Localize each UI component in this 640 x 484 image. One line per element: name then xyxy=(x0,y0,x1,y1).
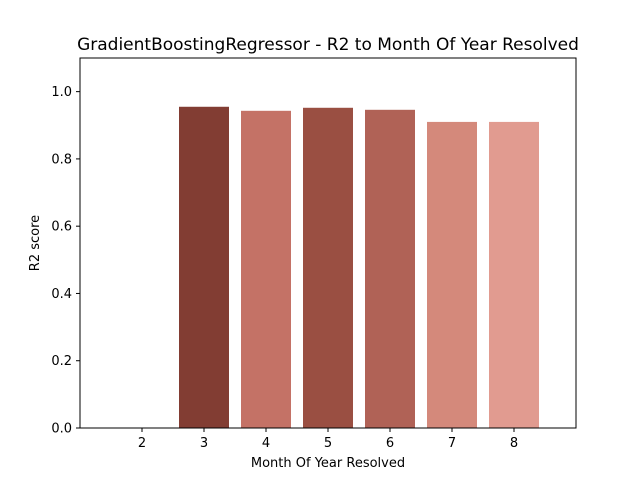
bar-month-5 xyxy=(303,107,353,429)
bar-month-4 xyxy=(241,110,291,429)
x-tick-label: 3 xyxy=(200,436,208,451)
bar-month-3 xyxy=(179,106,229,428)
x-tick-label: 4 xyxy=(262,436,270,451)
x-axis-label: Month Of Year Resolved xyxy=(251,456,405,471)
x-tick-label: 8 xyxy=(510,436,518,451)
x-tick-label: 5 xyxy=(324,436,332,451)
y-tick-label: 0.6 xyxy=(51,220,72,235)
y-tick-label: 0.4 xyxy=(51,287,72,302)
plot-area-frame xyxy=(79,57,577,429)
bar-month-7 xyxy=(427,121,477,428)
y-tick-label: 1.0 xyxy=(51,85,72,100)
chart-title: GradientBoostingRegressor - R2 to Month … xyxy=(77,35,579,55)
y-tick-label: 0.0 xyxy=(51,422,72,437)
x-tick-label: 6 xyxy=(386,436,394,451)
bar-month-8 xyxy=(489,121,539,428)
bars-layer xyxy=(179,106,539,429)
bar-month-6 xyxy=(365,109,415,429)
x-tick-label: 2 xyxy=(138,436,146,451)
x-axis-ticks: 2 3 4 5 6 7 8 xyxy=(138,428,518,451)
y-axis-label: R2 score xyxy=(28,215,43,271)
y-tick-label: 0.8 xyxy=(51,152,72,167)
y-tick-label: 0.2 xyxy=(51,354,72,369)
x-tick-label: 7 xyxy=(448,436,456,451)
y-axis-ticks: 0.0 0.2 0.4 0.6 0.8 1.0 xyxy=(51,85,80,437)
